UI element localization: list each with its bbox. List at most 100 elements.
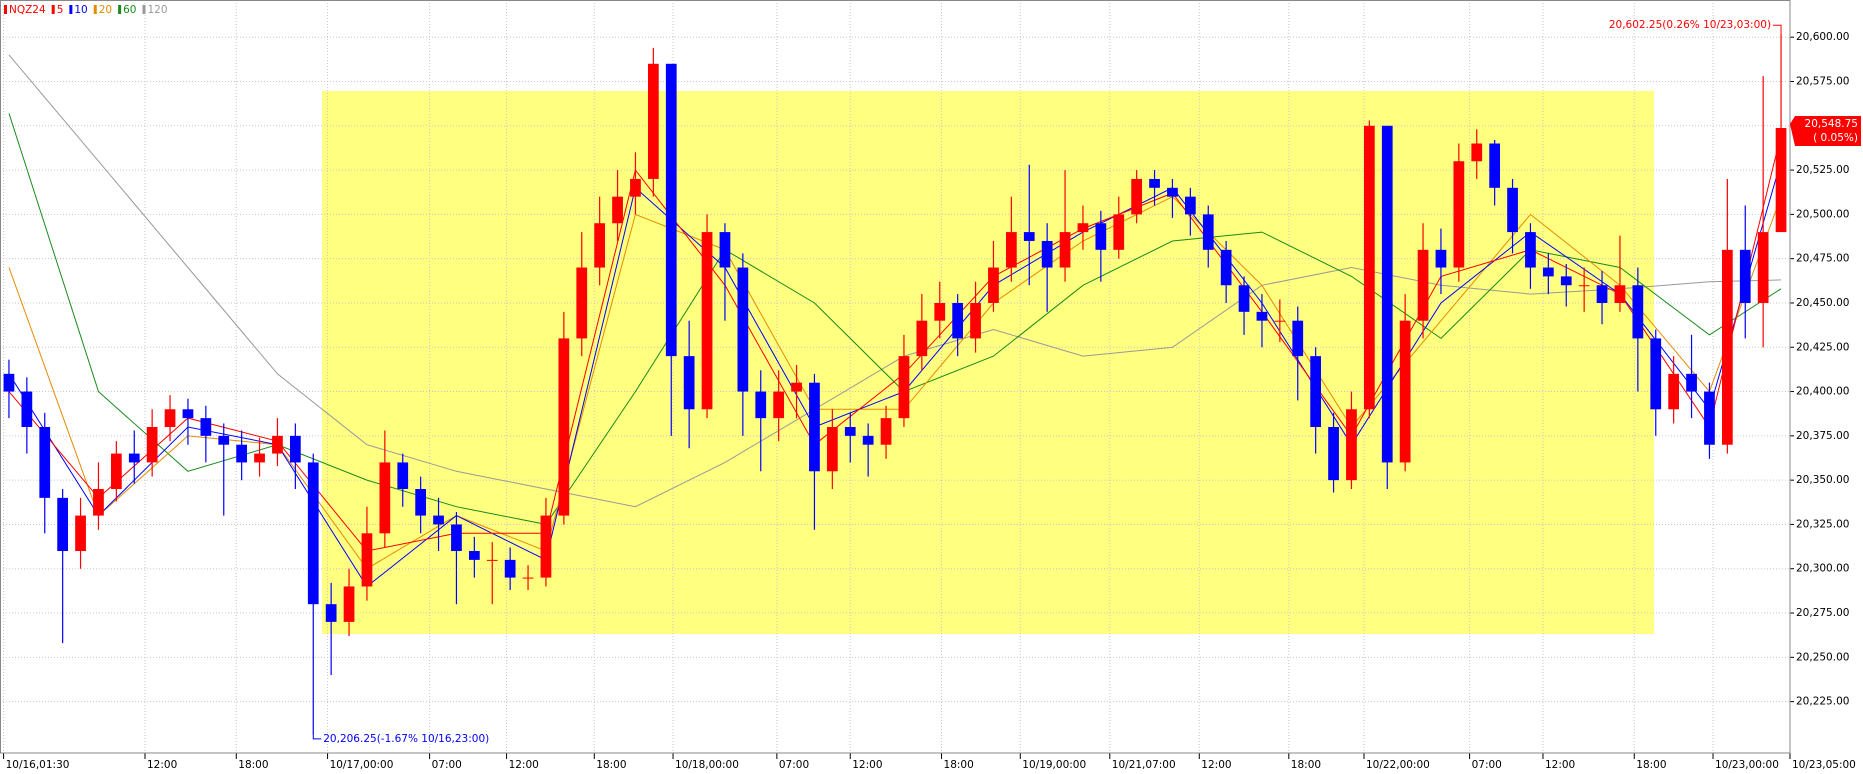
- legend-swatch: [142, 5, 146, 14]
- x-tick-label: 10/19,00:00: [1022, 759, 1086, 771]
- x-tick-label: 10/16,01:30: [6, 759, 70, 771]
- candle-body: [21, 391, 33, 427]
- candle-body: [1489, 143, 1501, 188]
- candle-body: [379, 462, 391, 534]
- legend-swatch: [93, 5, 97, 14]
- x-tick-label: 07:00: [779, 759, 809, 771]
- candle-body: [844, 426, 856, 436]
- candle-body: [236, 444, 248, 463]
- candle-body: [862, 435, 874, 445]
- candle-body: [988, 267, 999, 303]
- legend-swatch: [118, 5, 122, 14]
- x-tick-label: 18:00: [238, 759, 268, 771]
- candle-body: [57, 497, 69, 552]
- y-tick-label: 20,600.00: [1796, 31, 1849, 43]
- candle-body: [146, 426, 158, 463]
- candle-body: [415, 489, 427, 516]
- candle-body: [791, 382, 802, 392]
- x-tick-label: 12:00: [1201, 759, 1231, 771]
- x-tick-label: 12:00: [147, 759, 177, 771]
- candle-body: [433, 515, 444, 525]
- candle-body: [1704, 391, 1715, 445]
- candle-body: [1542, 267, 1554, 277]
- y-tick-label: 20,500.00: [1796, 208, 1849, 220]
- candle-body: [1525, 232, 1536, 268]
- legend-swatch: [51, 5, 55, 14]
- x-tick-label: 12:00: [1545, 759, 1575, 771]
- candle-body: [1005, 232, 1017, 268]
- y-tick-label: 20,525.00: [1796, 164, 1849, 176]
- candle-body: [880, 418, 892, 445]
- last-price-pointer: [1790, 116, 1795, 147]
- candle-body: [164, 409, 176, 427]
- y-tick-label: 20,425.00: [1796, 341, 1849, 353]
- candle-body: [1399, 320, 1411, 463]
- max-marker: [1773, 24, 1782, 34]
- x-tick-label: 18:00: [1291, 759, 1321, 771]
- candle-body: [1453, 161, 1465, 268]
- legend-label: 20: [99, 4, 112, 16]
- y-tick-label: 20,450.00: [1796, 297, 1849, 309]
- candle-body: [1238, 285, 1250, 312]
- candle-body: [1095, 223, 1107, 250]
- x-tick-label: 10/22,00:00: [1366, 759, 1430, 771]
- legend: NQZ24 5 10 20 60 120: [4, 4, 168, 16]
- candle-body: [1775, 128, 1787, 233]
- candle-body: [1614, 285, 1626, 303]
- candle-body: [701, 232, 713, 410]
- candle-body: [1507, 187, 1518, 233]
- frame: [0, 0, 1791, 754]
- x-tick-label: 12:00: [509, 759, 539, 771]
- candle-body: [952, 302, 964, 339]
- candle-body: [1274, 320, 1286, 322]
- candle-body: [755, 391, 767, 419]
- x-tick-label: 07:00: [1472, 759, 1502, 771]
- candle-body: [1721, 249, 1733, 445]
- candle-body: [540, 515, 552, 578]
- candle-body: [576, 267, 588, 339]
- candle-body: [898, 356, 910, 419]
- candle-body: [1220, 249, 1232, 286]
- candle-body: [612, 196, 623, 224]
- candle-body: [916, 320, 928, 357]
- max-annotation: 20,602.25(0.26% 10/23,03:00): [1609, 19, 1771, 31]
- candle-body: [683, 356, 695, 410]
- candle-body: [1650, 338, 1662, 410]
- candle-body: [272, 435, 283, 454]
- candle-body: [128, 453, 140, 463]
- x-tick-label: 10/23,00:00: [1715, 759, 1779, 771]
- x-tick-label: 10/18,00:00: [675, 759, 739, 771]
- y-tick-label: 20,575.00: [1796, 76, 1849, 88]
- candle-body: [737, 267, 749, 392]
- candle-body: [1202, 214, 1214, 250]
- candle-body: [773, 391, 785, 419]
- candle-body: [1668, 373, 1680, 410]
- candle-body: [75, 515, 86, 552]
- candle-body: [451, 524, 462, 552]
- candle-body: [1113, 214, 1125, 250]
- x-tick-label: 18:00: [1636, 759, 1666, 771]
- candle-body: [1381, 125, 1393, 463]
- candle-body: [594, 223, 606, 268]
- y-tick-label: 20,300.00: [1796, 563, 1849, 575]
- candle-body: [719, 232, 731, 268]
- candle-body: [1131, 178, 1143, 215]
- y-tick-label: 20,225.00: [1796, 696, 1849, 708]
- candle-body: [39, 426, 51, 498]
- last-change: ( 0.05%): [1813, 132, 1858, 144]
- candle-body: [504, 559, 516, 578]
- candle-body: [934, 302, 946, 321]
- min-annotation: 20,206.25(-1.67% 10/16,23:00): [323, 733, 489, 745]
- candle-body: [1757, 232, 1769, 303]
- candle-body: [647, 63, 659, 179]
- candle-body: [809, 382, 820, 472]
- y-tick-label: 20,275.00: [1796, 607, 1849, 619]
- y-tick-label: 20,375.00: [1796, 430, 1849, 442]
- y-tick-label: 20,250.00: [1796, 651, 1849, 663]
- candle-body: [182, 409, 194, 419]
- candle-body: [343, 586, 355, 622]
- x-tick-label: 18:00: [596, 759, 626, 771]
- candle-body: [1363, 125, 1375, 410]
- candle-body: [200, 418, 212, 436]
